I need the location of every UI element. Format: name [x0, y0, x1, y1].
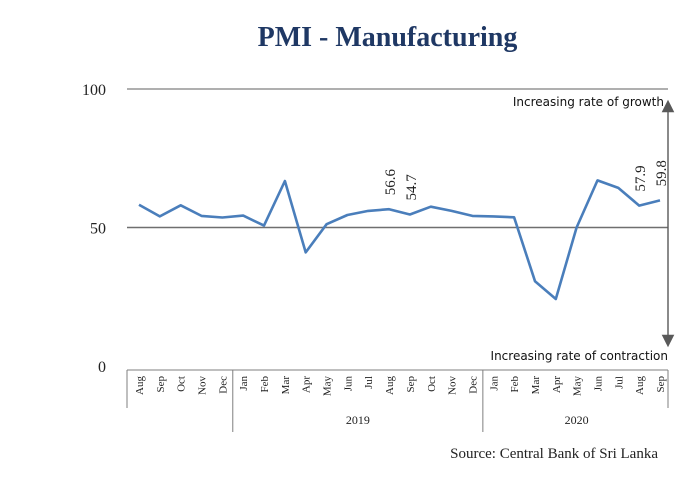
year-label: 2020 — [565, 413, 589, 427]
data-point — [137, 203, 140, 206]
data-point — [283, 179, 286, 182]
x-tick-label: May — [322, 376, 334, 397]
data-point — [492, 215, 495, 218]
x-tick-label: Jul — [613, 376, 625, 389]
x-tick-label: Sep — [405, 376, 417, 393]
data-point — [200, 214, 203, 217]
data-point — [367, 209, 370, 212]
data-point — [617, 186, 620, 189]
x-tick-label: Nov — [197, 376, 209, 395]
x-tick-label: May — [572, 376, 584, 397]
x-tick-label: Dec — [467, 376, 479, 394]
data-label: 56.6 — [383, 168, 399, 195]
data-point — [533, 280, 536, 283]
x-tick-label: Mar — [530, 376, 542, 395]
data-point — [596, 179, 599, 182]
data-point — [387, 208, 390, 211]
x-tick-label: Jun — [592, 376, 604, 392]
data-point — [638, 204, 641, 207]
data-point — [304, 251, 307, 254]
x-tick-label: Jan — [238, 376, 250, 391]
data-point — [658, 199, 661, 202]
x-tick-label: Jan — [488, 376, 500, 391]
data-point — [179, 204, 182, 207]
x-tick-label: Apr — [301, 376, 313, 393]
source-note: Source: Central Bank of Sri Lanka — [450, 446, 658, 462]
y-tick-label: 100 — [82, 82, 106, 99]
data-point — [450, 209, 453, 212]
data-point — [513, 216, 516, 219]
x-tick-label: Feb — [259, 376, 271, 393]
x-tick-label: Aug — [134, 376, 146, 395]
series-line — [138, 179, 661, 301]
y-tick-label: 50 — [90, 221, 106, 238]
data-label: 54.7 — [404, 174, 420, 201]
x-tick-label: Oct — [176, 376, 188, 392]
data-point — [242, 214, 245, 217]
data-point — [158, 215, 161, 218]
growth-annotation: Increasing rate of growth — [513, 95, 664, 109]
data-label: 57.9 — [633, 165, 649, 191]
data-point — [554, 297, 557, 300]
data-point — [408, 213, 411, 216]
x-tick-label: Dec — [217, 376, 229, 394]
chart-title: PMI - Manufacturing — [257, 22, 518, 53]
x-tick-label: Jun — [342, 376, 354, 392]
data-label: 59.8 — [654, 160, 670, 186]
y-tick-label: 0 — [98, 359, 106, 376]
x-tick-label: Sep — [155, 376, 167, 393]
data-point — [575, 226, 578, 229]
x-tick-label: Apr — [551, 376, 563, 393]
data-point — [221, 216, 224, 219]
x-tick-label: Jul — [363, 376, 375, 389]
x-tick-label: Mar — [280, 376, 292, 395]
data-point — [429, 205, 432, 208]
x-tick-label: Nov — [447, 376, 459, 395]
x-tick-label: Sep — [655, 376, 667, 393]
x-tick-label: Aug — [384, 376, 396, 395]
x-tick-label: Feb — [509, 376, 521, 393]
year-label: 2019 — [346, 413, 370, 427]
data-point — [325, 223, 328, 226]
data-point — [346, 213, 349, 216]
data-point — [471, 214, 474, 217]
x-tick-label: Aug — [634, 376, 646, 395]
contraction-annotation: Increasing rate of contraction — [491, 349, 668, 363]
data-point — [262, 224, 265, 227]
x-tick-label: Oct — [426, 376, 438, 392]
